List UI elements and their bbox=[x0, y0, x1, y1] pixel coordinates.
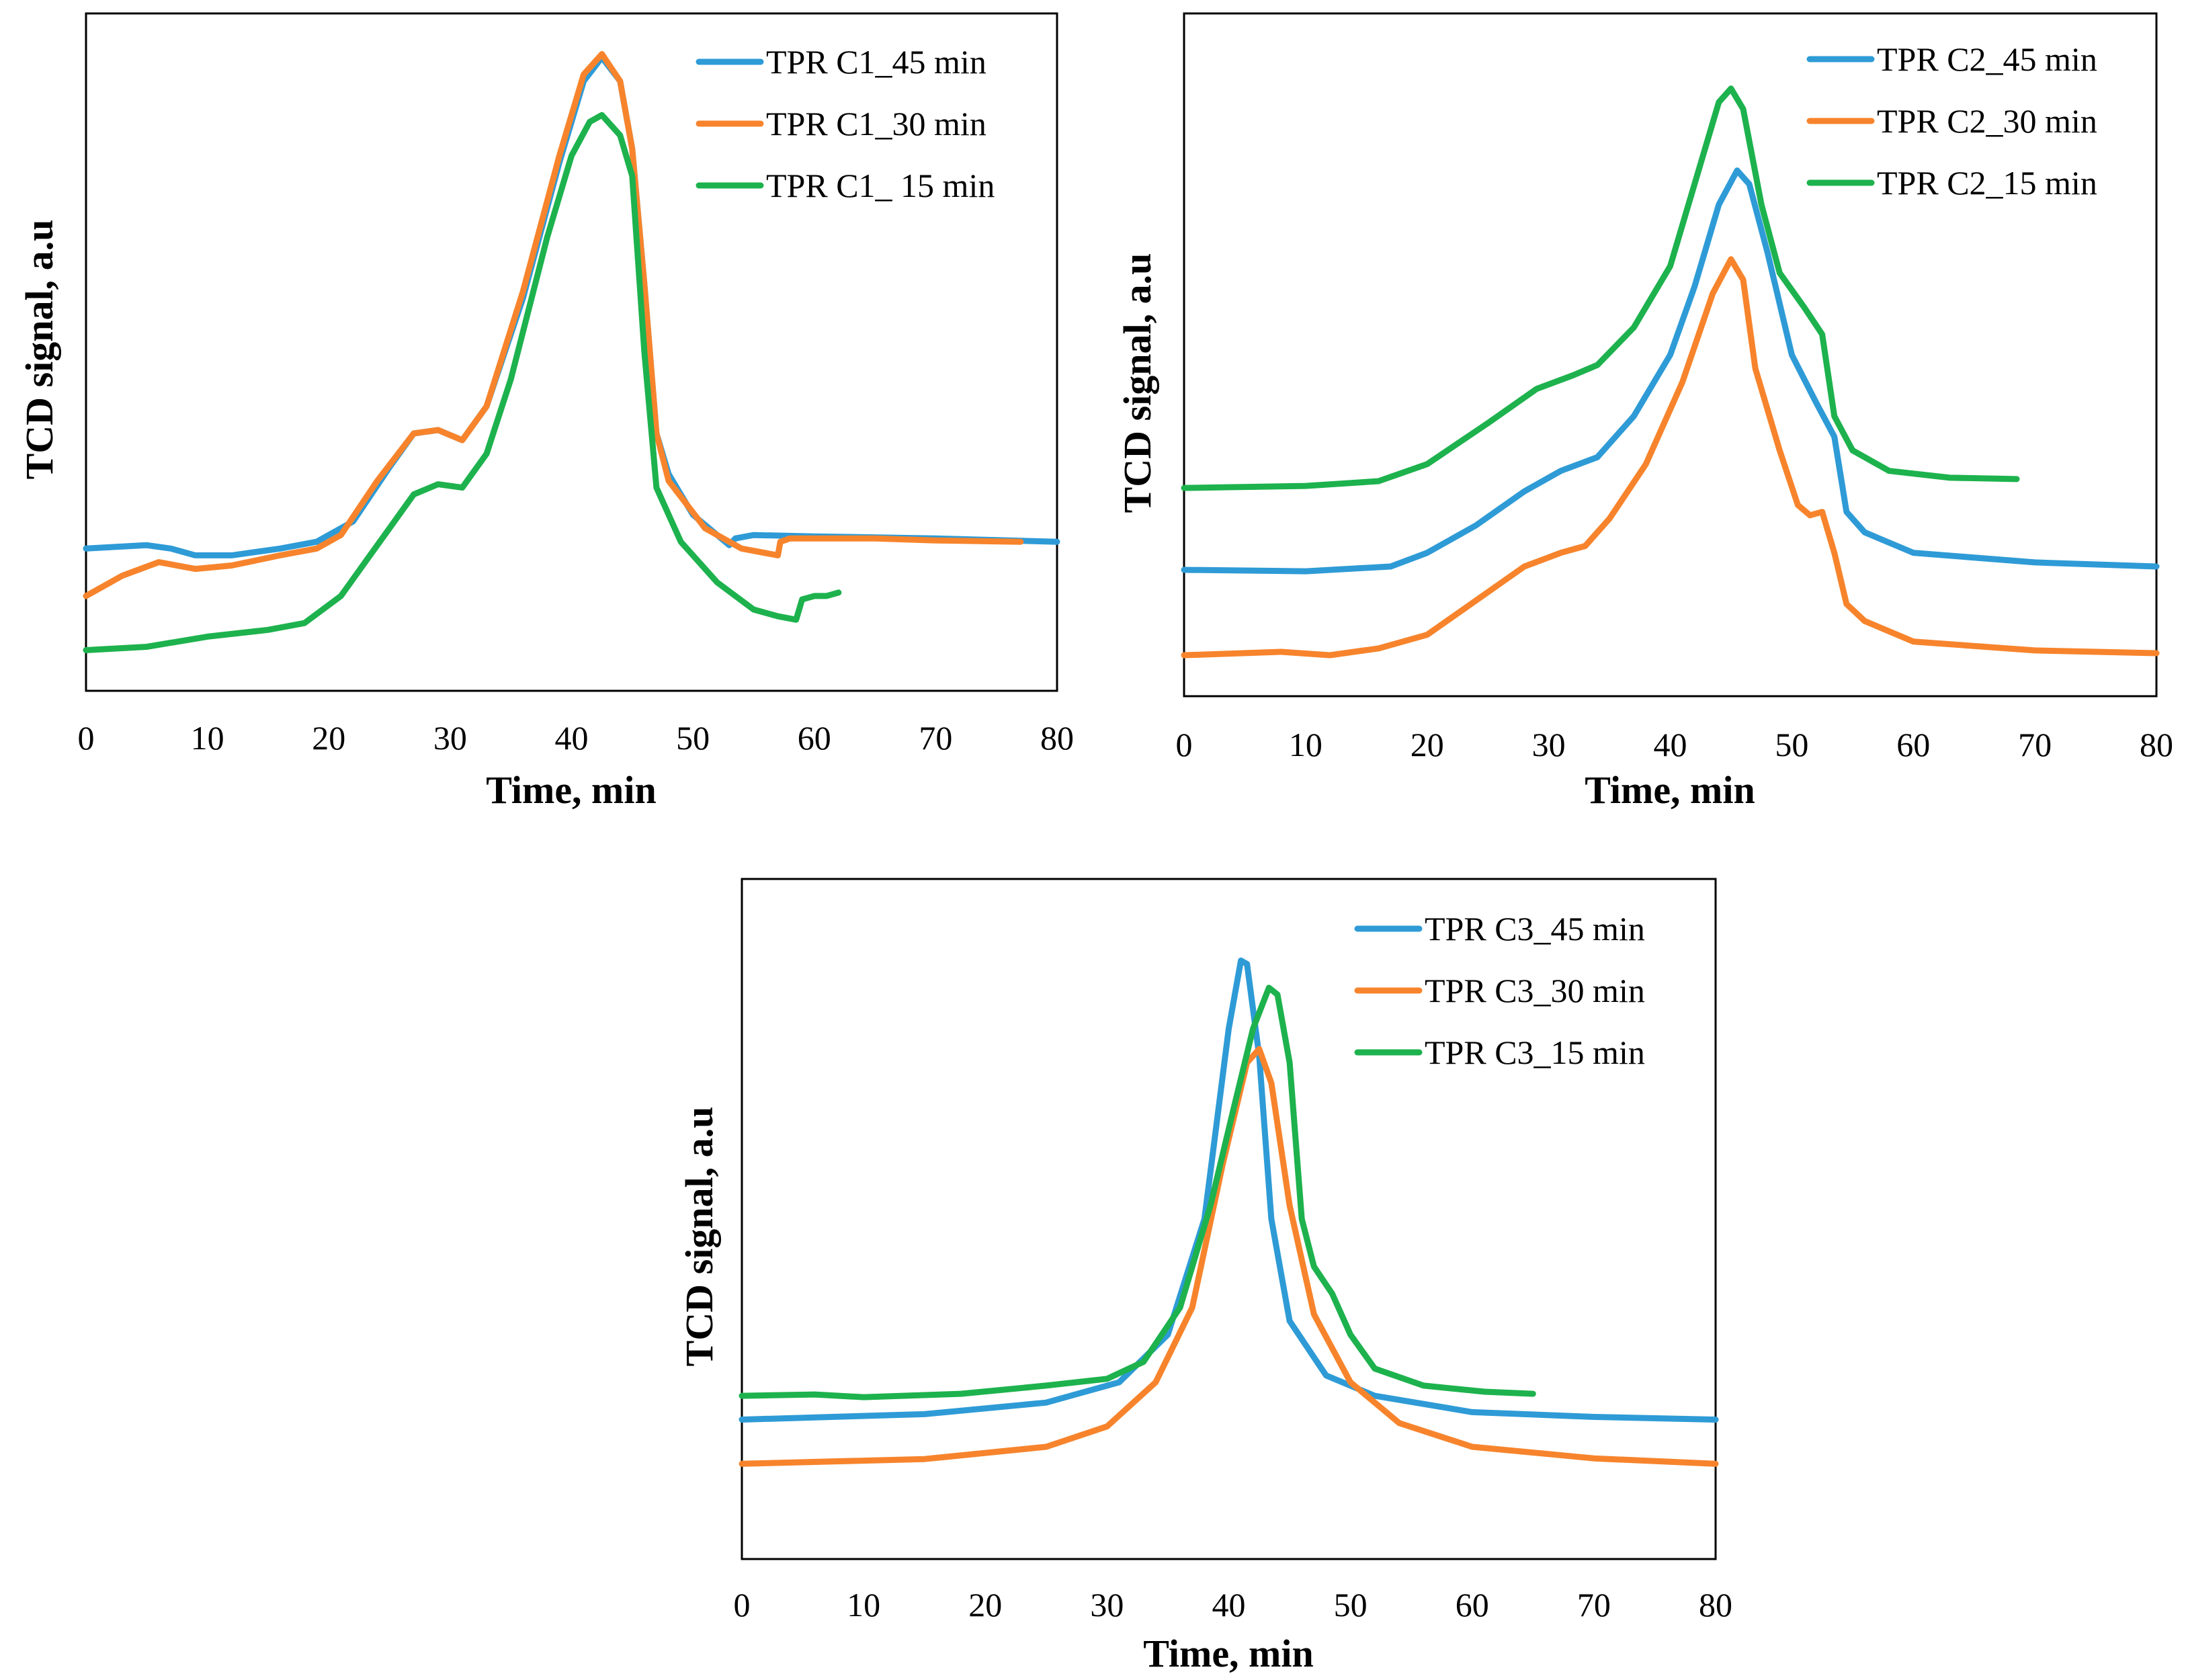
x-tick-label: 80 bbox=[1699, 1586, 1732, 1624]
legend-label: TPR C1_30 min bbox=[766, 105, 986, 142]
series-line bbox=[1181, 85, 2020, 491]
x-axis-title: Time, min bbox=[486, 768, 657, 812]
legend-label: TPR C1_ 15 min bbox=[766, 167, 995, 204]
x-tick-label: 70 bbox=[2018, 726, 2052, 763]
x-tick-label: 60 bbox=[1896, 726, 1930, 763]
x-tick-label: 20 bbox=[968, 1586, 1002, 1624]
x-tick-label: 20 bbox=[1411, 726, 1444, 763]
plot-area-frame bbox=[741, 878, 1717, 1560]
x-tick-label: 40 bbox=[1212, 1586, 1246, 1624]
legend: TPR C3_45 min TPR C3_30 min TPR C3_15 min bbox=[1354, 910, 1645, 1071]
plot-area-frame bbox=[85, 12, 1058, 692]
x-tick-label: 40 bbox=[555, 719, 589, 757]
x-tick-label: 50 bbox=[1775, 726, 1808, 763]
legend-label: TPR C3_30 min bbox=[1425, 972, 1645, 1009]
legend-label: TPR C2_30 min bbox=[1877, 102, 2097, 140]
legend-label: TPR C3_15 min bbox=[1425, 1034, 1645, 1071]
series-line bbox=[739, 984, 1536, 1400]
series-layer bbox=[739, 957, 1719, 1467]
legend-label: TPR C1_45 min bbox=[766, 43, 986, 81]
legend-label: TPR C2_15 min bbox=[1877, 164, 2097, 202]
x-tick-label: 60 bbox=[798, 719, 831, 757]
x-tick-label: 80 bbox=[1040, 719, 1074, 757]
x-axis-title: Time, min bbox=[1143, 1632, 1314, 1675]
x-axis-title: Time, min bbox=[1585, 768, 1755, 812]
series-line bbox=[83, 112, 842, 653]
series-line bbox=[1181, 256, 2160, 659]
x-tick-label: 10 bbox=[191, 719, 224, 757]
chart-panel-c1: 0 10 20 30 40 50 60 70 80 TPR C1_45 min TPR C1_30… bbox=[17, 12, 1075, 812]
x-tick-label: 20 bbox=[312, 719, 345, 757]
y-axis-title: TCD signal, a.u bbox=[17, 220, 61, 480]
series-line bbox=[739, 957, 1719, 1423]
x-tick-labels: 0 10 20 30 40 50 60 70 80 bbox=[78, 719, 1075, 757]
x-tick-label: 70 bbox=[1577, 1586, 1611, 1624]
legend-label: TPR C2_45 min bbox=[1877, 40, 2097, 78]
x-tick-label: 80 bbox=[2140, 726, 2173, 763]
x-tick-label: 30 bbox=[1090, 1586, 1124, 1624]
x-tick-label: 10 bbox=[847, 1586, 880, 1624]
x-tick-label: 50 bbox=[676, 719, 710, 757]
x-tick-label: 30 bbox=[1532, 726, 1566, 763]
x-tick-label: 0 bbox=[1176, 726, 1193, 763]
y-axis-title: TCD signal, a.u bbox=[1116, 253, 1159, 513]
series-layer bbox=[1181, 85, 2160, 659]
x-tick-label: 10 bbox=[1289, 726, 1322, 763]
x-tick-labels: 0 10 20 30 40 50 60 70 80 bbox=[734, 1586, 1733, 1624]
x-tick-label: 30 bbox=[433, 719, 467, 757]
x-tick-label: 0 bbox=[78, 719, 95, 757]
x-tick-label: 50 bbox=[1334, 1586, 1368, 1624]
chart-panel-c2: 0 10 20 30 40 50 60 70 80 TPR C2_45 min TPR C2_30… bbox=[1116, 12, 2174, 812]
plot-area-frame bbox=[1183, 12, 2158, 698]
series-line bbox=[739, 1046, 1719, 1467]
series-layer bbox=[83, 51, 1060, 653]
x-tick-label: 70 bbox=[919, 719, 952, 757]
chart-panel-c3: 0 10 20 30 40 50 60 70 80 TPR C3_45 min TPR C3_30… bbox=[677, 878, 1733, 1675]
legend: TPR C2_45 min TPR C2_30 min TPR C2_15 min bbox=[1806, 40, 2097, 202]
legend-label: TPR C3_45 min bbox=[1425, 910, 1645, 948]
legend: TPR C1_45 min TPR C1_30 min TPR C1_ 15 min bbox=[696, 43, 995, 204]
x-tick-label: 60 bbox=[1456, 1586, 1489, 1624]
y-axis-title: TCD signal, a.u bbox=[677, 1107, 721, 1367]
x-tick-label: 40 bbox=[1654, 726, 1687, 763]
x-tick-label: 0 bbox=[734, 1586, 751, 1624]
series-line bbox=[1181, 167, 2160, 575]
series-line bbox=[83, 51, 1024, 599]
x-tick-labels: 0 10 20 30 40 50 60 70 80 bbox=[1176, 726, 2174, 763]
